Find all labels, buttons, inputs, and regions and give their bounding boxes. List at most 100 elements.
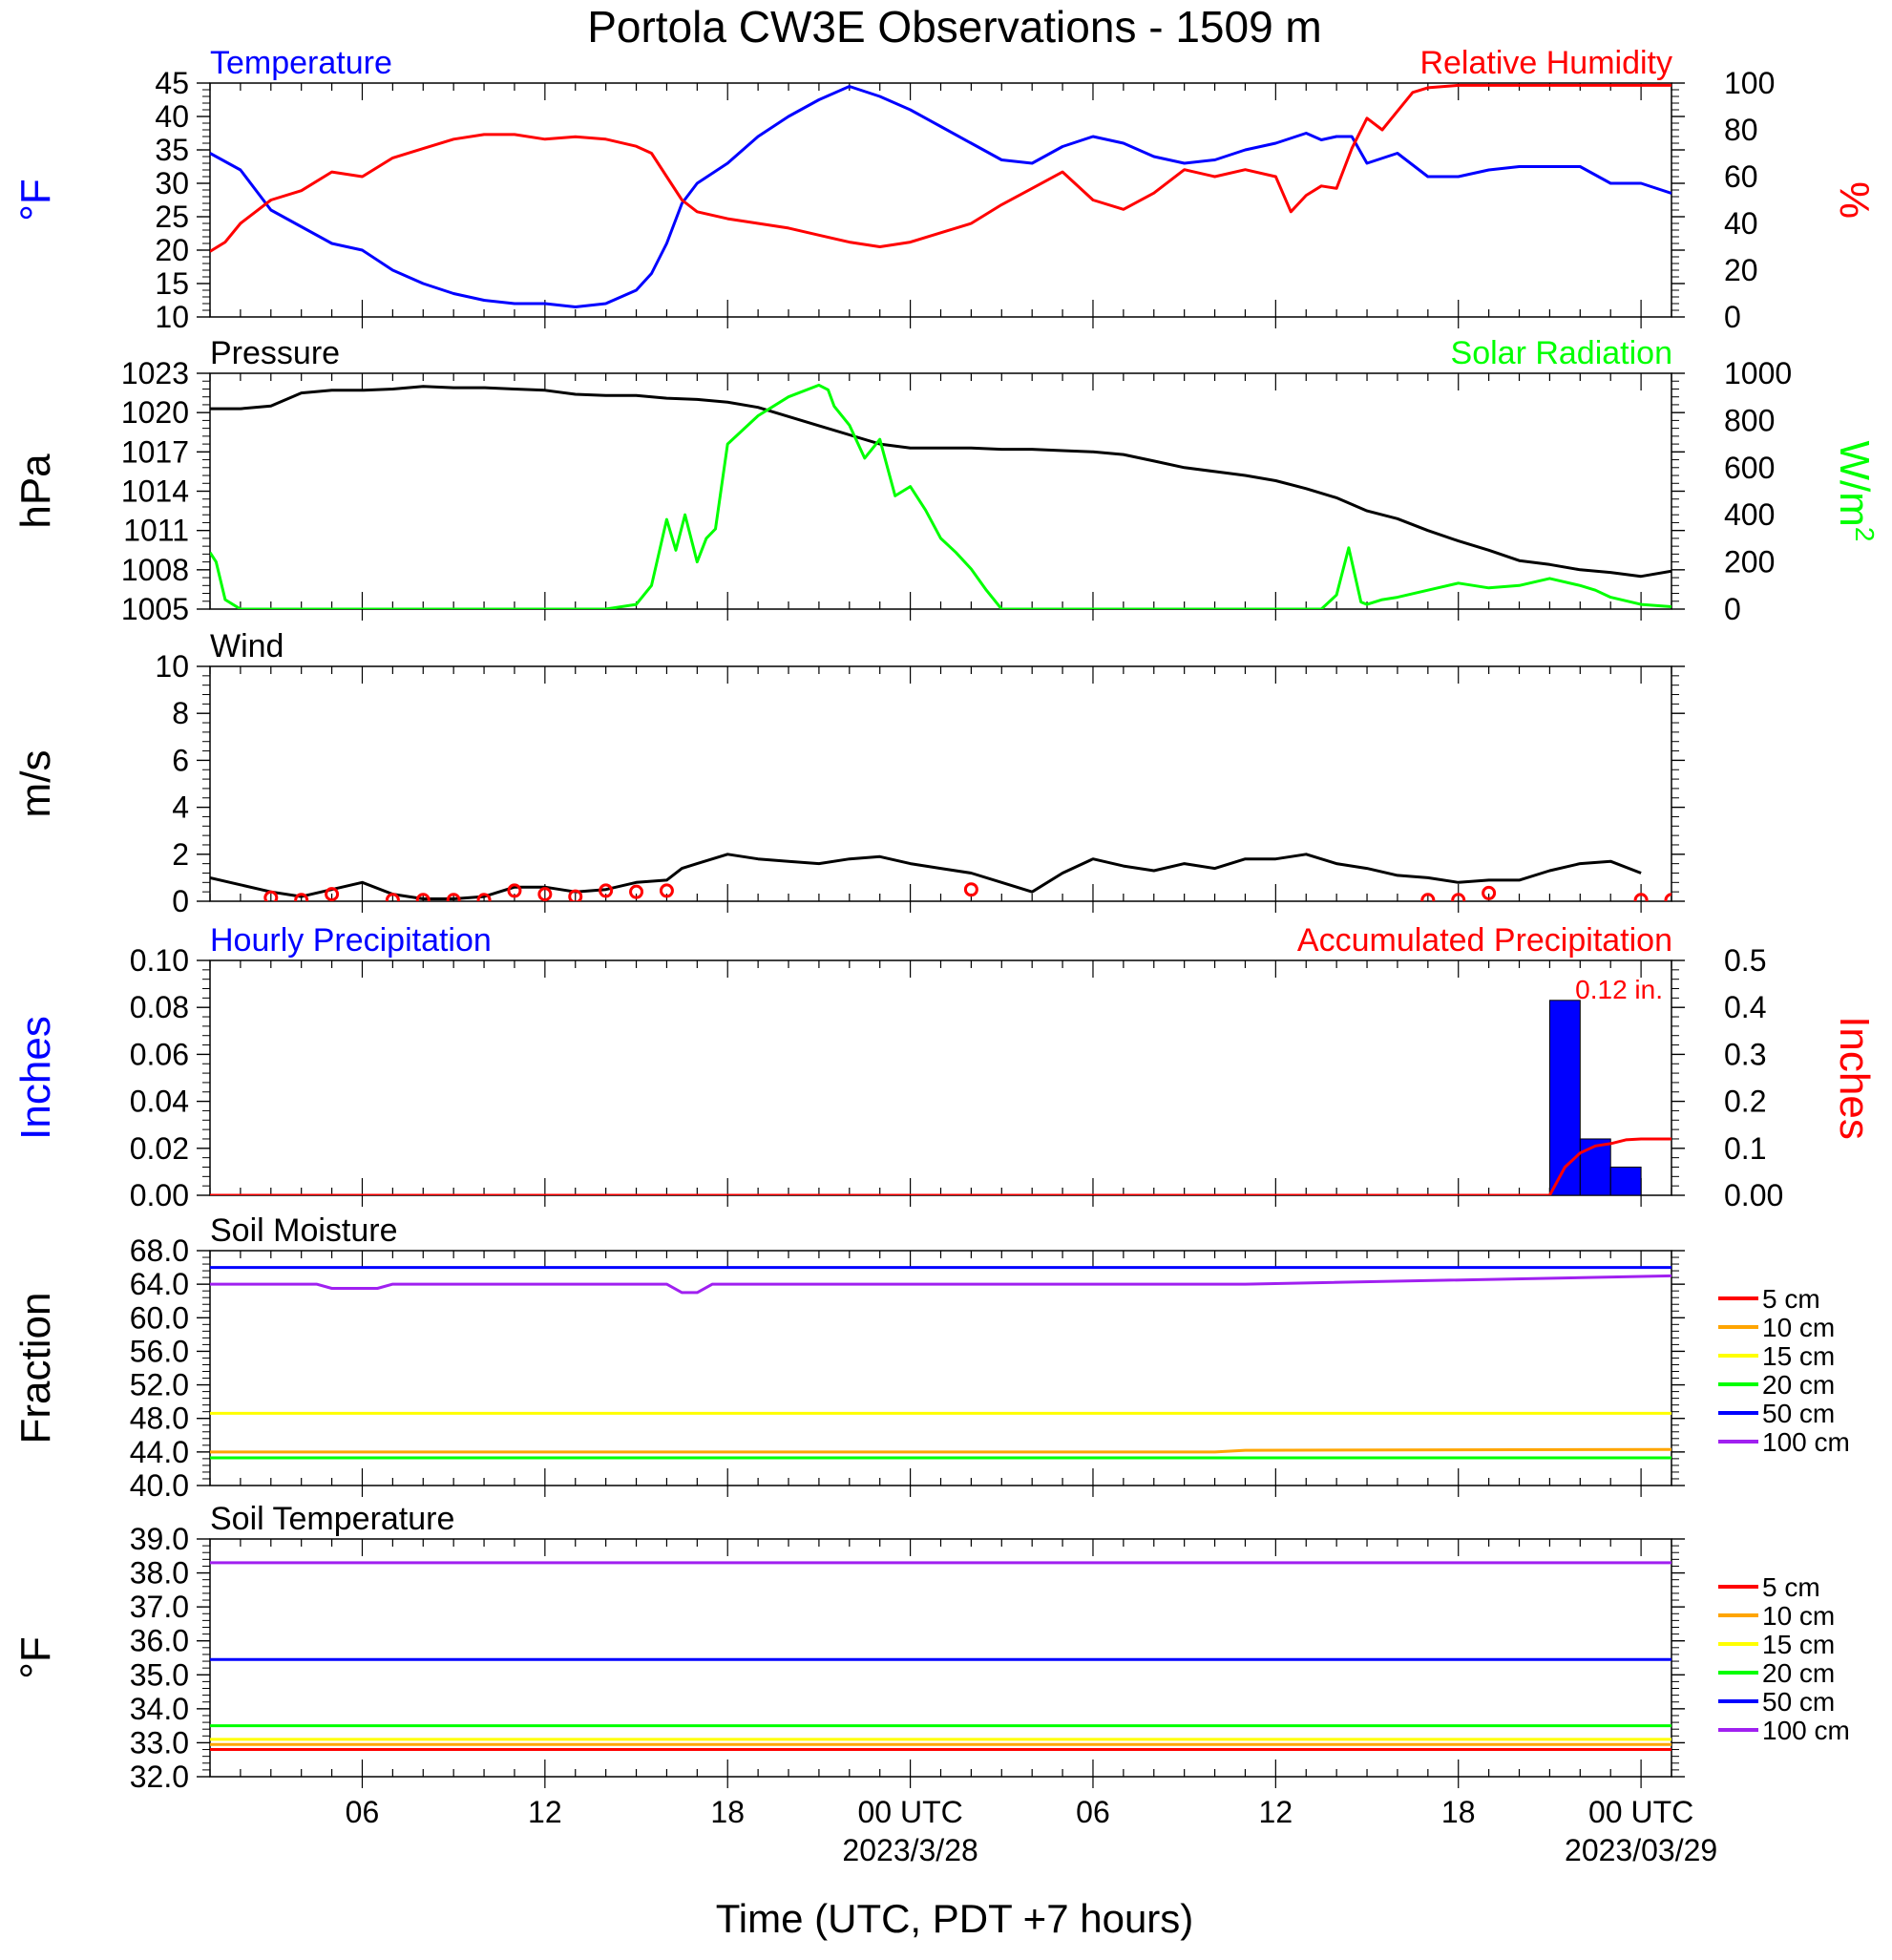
y-tick-label-left: 4 (172, 790, 189, 825)
series-10-cm (210, 1447, 1671, 1454)
y-tick-label-left: 0.06 (130, 1037, 189, 1071)
panel-title-left: Temperature (210, 45, 392, 81)
y-tick-label-right: 0.3 (1724, 1037, 1766, 1071)
calm-wind-marker (507, 883, 522, 898)
y-tick-label-left: 45 (155, 66, 189, 100)
x-tick-label: 00 UTC (857, 1795, 962, 1829)
y-tick-label-right: 600 (1724, 451, 1775, 485)
series-temperature (210, 85, 1671, 308)
legend-label: 50 cm (1762, 1399, 1835, 1428)
calm-wind-marker (1420, 893, 1436, 901)
y-tick-label-right: 60 (1724, 159, 1758, 194)
y-tick-label-left: 33.0 (130, 1725, 189, 1760)
y-tick-label-right: 0.1 (1724, 1131, 1766, 1166)
panel-title-right: Solar Radiation (1451, 335, 1672, 371)
calm-wind-marker (963, 882, 978, 897)
y-tick-label-left: 0.04 (130, 1085, 189, 1119)
y-axis-label-superscript: 2 (1850, 527, 1880, 542)
series-layer (210, 853, 1671, 901)
y-tick-label-left: 1023 (121, 356, 189, 390)
calm-wind-marker (1633, 893, 1649, 901)
y-axis-label-left: Fraction (12, 1293, 59, 1444)
legend-label: 100 cm (1762, 1427, 1850, 1457)
series-relative-humidity (210, 83, 1671, 253)
calm-wind-marker (294, 893, 309, 901)
y-tick-label-left: 35 (155, 133, 189, 167)
calm-wind-marker (629, 884, 644, 899)
series-layer (210, 83, 1671, 308)
y-tick-label-left: 15 (155, 266, 189, 301)
panel-title-right: Relative Humidity (1419, 45, 1672, 81)
calm-wind-marker (385, 893, 400, 901)
y-tick-label-left: 44.0 (130, 1435, 189, 1469)
series-layer (210, 1266, 1671, 1460)
legend-label: 15 cm (1762, 1630, 1835, 1659)
y-tick-label-right: 1000 (1724, 356, 1792, 390)
y-tick-label-left: 8 (172, 696, 189, 730)
y-tick-label-left: 0.02 (130, 1131, 189, 1166)
y-tick-label-left: 10 (155, 300, 189, 334)
y-tick-label-left: 2 (172, 837, 189, 872)
y-tick-label-left: 10 (155, 649, 189, 684)
y-axis-label-right: Inches (1831, 1016, 1878, 1140)
y-tick-label-left: 40 (155, 99, 189, 134)
series-wind (210, 853, 1642, 900)
legend-label: 20 cm (1762, 1658, 1835, 1688)
calm-wind-marker (415, 893, 431, 901)
legend-label: 100 cm (1762, 1716, 1850, 1745)
y-tick-label-left: 34.0 (130, 1692, 189, 1726)
legend-label: 15 cm (1762, 1341, 1835, 1371)
y-tick-label-right: 200 (1724, 545, 1775, 580)
panel-title-left: Pressure (210, 335, 340, 371)
legend-label: 20 cm (1762, 1370, 1835, 1400)
calm-wind-marker (476, 893, 492, 901)
calm-wind-marker (659, 883, 674, 898)
x-tick-label: 18 (1441, 1795, 1476, 1829)
calm-wind-marker (537, 887, 553, 901)
precip-bar (1548, 1000, 1581, 1195)
y-tick-label-left: 1005 (121, 592, 189, 626)
x-tick-label: 06 (346, 1795, 380, 1829)
y-tick-label-left: 56.0 (130, 1334, 189, 1368)
panel-pressure_solar: 1005 1008 1011 1014 1017 1020 1023 0 200 400 600 80… (12, 335, 1880, 626)
time-axis-label: Time (UTC, PDT +7 hours) (716, 1896, 1194, 1941)
y-tick-label-left: 32.0 (130, 1760, 189, 1794)
y-tick-label-left: 0.08 (130, 990, 189, 1024)
legend-label: 50 cm (1762, 1687, 1835, 1717)
y-tick-label-left: 52.0 (130, 1368, 189, 1402)
y-tick-label-left: 40.0 (130, 1468, 189, 1503)
x-tick-label: 12 (1259, 1795, 1293, 1829)
legend-label: 10 cm (1762, 1313, 1835, 1342)
series-accumulated-precipitation (210, 1137, 1671, 1195)
y-tick-label-left: 1011 (123, 514, 189, 548)
y-tick-label-left: 60.0 (130, 1300, 189, 1335)
series-100-cm (210, 1274, 1671, 1295)
y-tick-label-left: 37.0 (130, 1590, 189, 1624)
y-tick-label-left: 1014 (121, 474, 189, 509)
y-axis-label-left: °F (12, 1636, 59, 1678)
series-layer (210, 1000, 1671, 1195)
y-tick-label-right: 0.2 (1724, 1085, 1766, 1119)
calm-wind-marker (568, 889, 583, 901)
y-axis-label-right: % (1831, 181, 1878, 219)
calm-wind-marker (325, 887, 340, 901)
series-layer (210, 1561, 1671, 1751)
series-pressure (210, 385, 1671, 579)
y-tick-label-left: 0 (172, 884, 189, 918)
calm-wind-marker (446, 893, 461, 901)
panel-title-left: Hourly Precipitation (210, 922, 492, 959)
y-tick-label-left: 1017 (121, 434, 189, 469)
y-tick-label-left: 48.0 (130, 1402, 189, 1436)
y-axis-label-left: °F (12, 179, 59, 221)
y-tick-label-right: 800 (1724, 403, 1775, 437)
panel-soil_temperature: 32.033.034.035.036.037.038.039.0 Soil Tem… (12, 1501, 1850, 1794)
y-tick-label-right: 100 (1724, 66, 1775, 100)
y-tick-label-left: 0.10 (130, 943, 189, 978)
time-axis: 06 12 18 00 UTC 2023/3/28 06 12 18 00 UTC 2023/03… (346, 1795, 1717, 1867)
calm-wind-marker (599, 883, 614, 898)
panel-title-left: Soil Temperature (210, 1501, 454, 1537)
